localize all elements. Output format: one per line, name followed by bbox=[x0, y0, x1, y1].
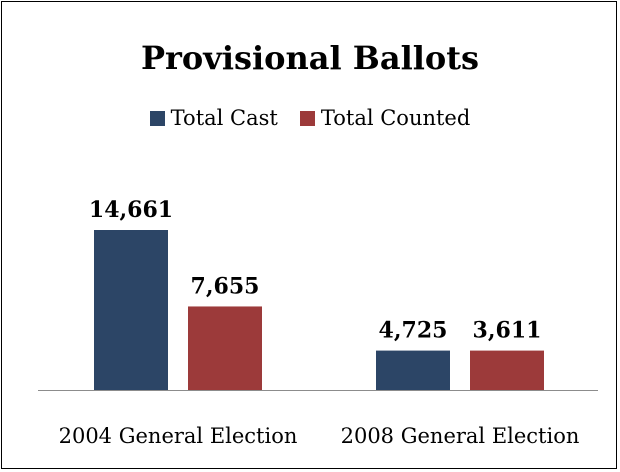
bar-total-cast-2008 bbox=[376, 350, 450, 390]
data-label-total-cast-2004: 14,661 bbox=[89, 197, 173, 223]
data-label-total-counted-2004: 7,655 bbox=[191, 273, 260, 299]
bar-total-counted-2004 bbox=[188, 306, 262, 390]
data-label-total-counted-2008: 3,611 bbox=[473, 318, 542, 344]
bar-total-counted-2008 bbox=[470, 350, 544, 390]
legend-swatch-total-cast bbox=[149, 110, 165, 126]
legend-label-total-cast: Total Cast bbox=[170, 106, 278, 130]
legend-item-total-counted: Total Counted bbox=[299, 106, 471, 130]
bar-total-cast-2004 bbox=[94, 230, 168, 390]
chart-legend: Total Cast Total Counted bbox=[0, 106, 620, 130]
category-label-2004: 2004 General Election bbox=[59, 424, 298, 448]
legend-label-total-counted: Total Counted bbox=[320, 106, 471, 130]
legend-swatch-total-counted bbox=[299, 110, 315, 126]
legend-item-total-cast: Total Cast bbox=[149, 106, 278, 130]
chart-title: Provisional Ballots bbox=[140, 39, 480, 77]
data-label-total-cast-2008: 4,725 bbox=[379, 318, 448, 344]
category-label-2008: 2008 General Election bbox=[341, 424, 580, 448]
